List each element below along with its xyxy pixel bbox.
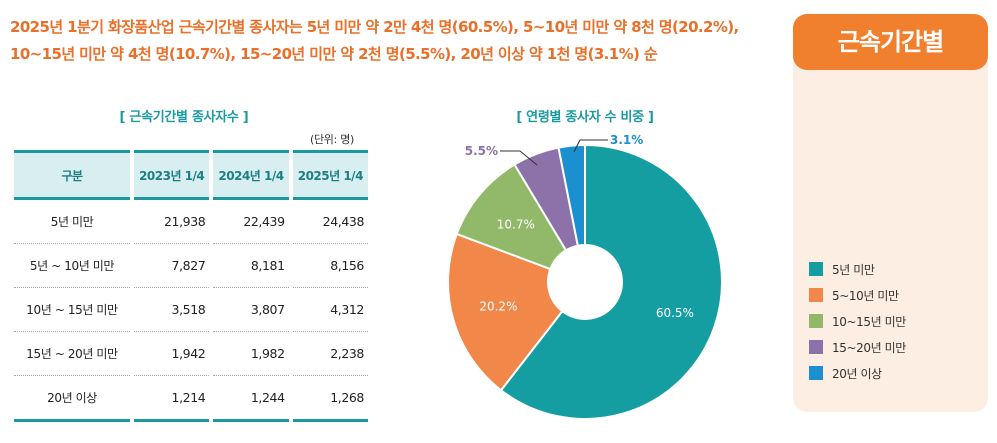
- headline: 2025년 1분기 화장품산업 근속기간별 종사자는 5년 미만 약 2만 4천…: [10, 18, 739, 63]
- col-header-2025: 2025년 1/4: [292, 150, 368, 200]
- legend-label: 5년 미만: [832, 262, 875, 277]
- cell-value: 8,181: [213, 244, 289, 288]
- table-header-row: 구분 2023년 1/4 2024년 1/4 2025년 1/4: [14, 150, 368, 200]
- cell-value: 1,214: [134, 376, 210, 422]
- row-category: 20년 이상: [14, 376, 130, 422]
- data-table: 구분 2023년 1/4 2024년 1/4 2025년 1/4 5년 미만 2…: [10, 150, 372, 422]
- cell-value: 24,438: [292, 200, 368, 244]
- row-category: 5년 ~ 10년 미만: [14, 244, 130, 288]
- side-title: 근속기간별: [793, 14, 988, 70]
- legend-label: 20년 이상: [832, 366, 882, 381]
- data-label-ge20: 3.1%: [610, 133, 643, 147]
- leader-line-ge20: [573, 139, 608, 153]
- leader-line-15to20: [500, 150, 538, 166]
- donut-slice-10to15: [455, 163, 568, 271]
- data-label-15to20: 5.5%: [465, 144, 498, 158]
- cell-value: 3,518: [134, 288, 210, 332]
- legend-swatch: [809, 340, 823, 354]
- side-panel: 근속기간별 5년 미만 5~10년 미만 10~15년 미만 15~20년 미만 20년…: [793, 14, 988, 412]
- data-label-5to10: 20.2%: [479, 300, 517, 314]
- donut-slice-5to10: [447, 232, 564, 392]
- legend-item-lt5: 5년 미만: [809, 256, 906, 282]
- row-category: 5년 미만: [14, 200, 130, 244]
- cell-value: 1,942: [134, 332, 210, 376]
- data-label-10to15: 10.7%: [497, 217, 535, 231]
- legend-item-10to15: 10~15년 미만: [809, 308, 906, 334]
- table-row: 15년 ~ 20년 미만 1,942 1,982 2,238: [14, 332, 368, 376]
- donut-slice-lt5: [499, 143, 723, 420]
- col-header-category: 구분: [14, 150, 130, 200]
- table-row: 5년 ~ 10년 미만 7,827 8,181 8,156: [14, 244, 368, 288]
- legend: 5년 미만 5~10년 미만 10~15년 미만 15~20년 미만 20년 이상: [809, 256, 906, 386]
- unit-note: (단위: 명): [310, 133, 355, 146]
- table-row: 10년 ~ 15년 미만 3,518 3,807 4,312: [14, 288, 368, 332]
- legend-item-ge20: 20년 이상: [809, 360, 906, 386]
- cell-value: 2,238: [292, 332, 368, 376]
- cell-value: 7,827: [134, 244, 210, 288]
- table-row: 20년 이상 1,214 1,244 1,268: [14, 376, 368, 422]
- cell-value: 1,244: [213, 376, 289, 422]
- cell-value: 1,982: [213, 332, 289, 376]
- chart-title: [ 연령별 종사자 수 비중 ]: [516, 110, 654, 125]
- cell-value: 8,156: [292, 244, 368, 288]
- col-header-2024: 2024년 1/4: [213, 150, 289, 200]
- cell-value: 3,807: [213, 288, 289, 332]
- cell-value: 22,439: [213, 200, 289, 244]
- table-title: [ 근속기간별 종사자수 ]: [119, 110, 249, 125]
- row-category: 10년 ~ 15년 미만: [14, 288, 130, 332]
- data-label-lt5: 60.5%: [656, 306, 694, 320]
- legend-label: 15~20년 미만: [832, 340, 906, 355]
- legend-swatch: [809, 366, 823, 380]
- legend-swatch: [809, 288, 823, 302]
- legend-item-5to10: 5~10년 미만: [809, 282, 906, 308]
- row-category: 15년 ~ 20년 미만: [14, 332, 130, 376]
- cell-value: 4,312: [292, 288, 368, 332]
- table-row: 5년 미만 21,938 22,439 24,438: [14, 200, 368, 244]
- legend-label: 5~10년 미만: [832, 288, 899, 303]
- col-header-2023: 2023년 1/4: [134, 150, 210, 200]
- donut-slice-ge20: [557, 143, 586, 247]
- legend-item-15to20: 15~20년 미만: [809, 334, 906, 360]
- legend-swatch: [809, 262, 823, 276]
- cell-value: 1,268: [292, 376, 368, 422]
- cell-value: 21,938: [134, 200, 210, 244]
- legend-label: 10~15년 미만: [832, 314, 906, 329]
- legend-swatch: [809, 314, 823, 328]
